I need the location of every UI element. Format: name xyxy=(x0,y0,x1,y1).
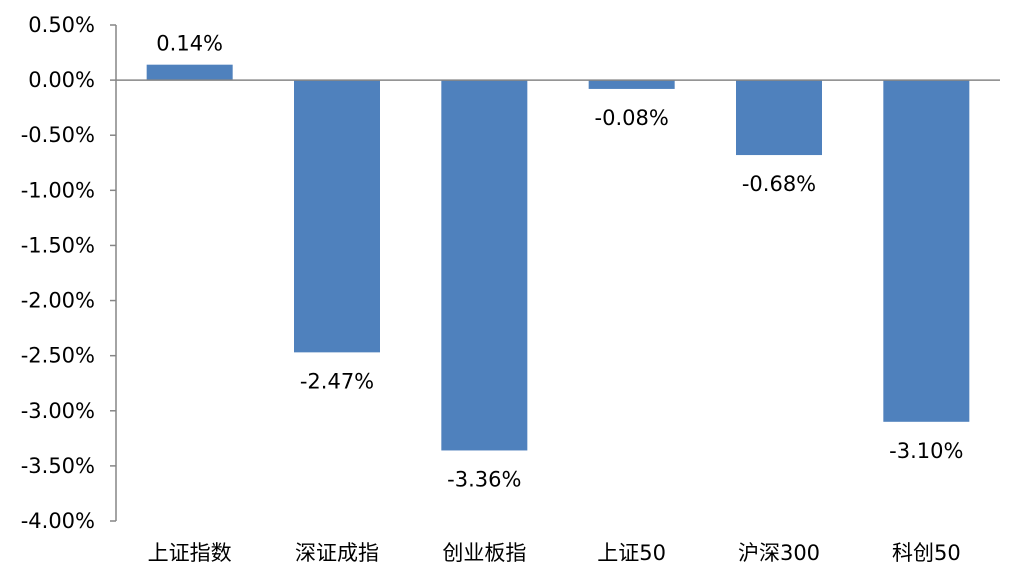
data-label-6: -3.10% xyxy=(889,439,963,463)
x-tick-label-5: 沪深300 xyxy=(738,541,820,565)
labels-layer: 0.14% 上证指数 -2.47% 深证成指 -3.36% 创业板指 -0.08% 上证50 -… xyxy=(21,13,964,565)
y-tick-label-8: -3.00% xyxy=(21,399,95,423)
bar-1 xyxy=(146,64,233,81)
data-label-3: -3.36% xyxy=(447,467,521,491)
bar-4 xyxy=(588,80,675,89)
y-tick-label-2: 0.00% xyxy=(28,68,95,92)
y-tick-label-1: 0.50% xyxy=(28,13,95,37)
x-tick-label-4: 上证50 xyxy=(597,541,666,565)
y-tick-label-4: -1.00% xyxy=(21,178,95,202)
data-label-2: -2.47% xyxy=(300,369,374,393)
axes-layer xyxy=(110,24,1000,522)
y-tick-label-10: -4.00% xyxy=(21,509,95,533)
y-tick-label-9: -3.50% xyxy=(21,454,95,478)
bar-5 xyxy=(736,80,822,156)
y-tick-label-3: -0.50% xyxy=(21,123,95,147)
bars-layer xyxy=(146,64,970,451)
y-tick-label-7: -2.50% xyxy=(21,344,95,368)
bar-3 xyxy=(441,80,528,451)
x-tick-label-6: 科创50 xyxy=(892,541,961,565)
x-tick-label-3: 创业板指 xyxy=(442,541,526,565)
bar-6 xyxy=(883,80,970,422)
data-label-5: -0.68% xyxy=(742,172,816,196)
x-tick-label-2: 深证成指 xyxy=(295,541,379,565)
y-tick-label-6: -2.00% xyxy=(21,289,95,313)
bar-2 xyxy=(294,80,380,353)
x-tick-label-1: 上证指数 xyxy=(148,541,232,565)
data-label-1: 0.14% xyxy=(156,32,223,56)
y-tick-label-5: -1.50% xyxy=(21,233,95,257)
data-label-4: -0.08% xyxy=(595,106,669,130)
